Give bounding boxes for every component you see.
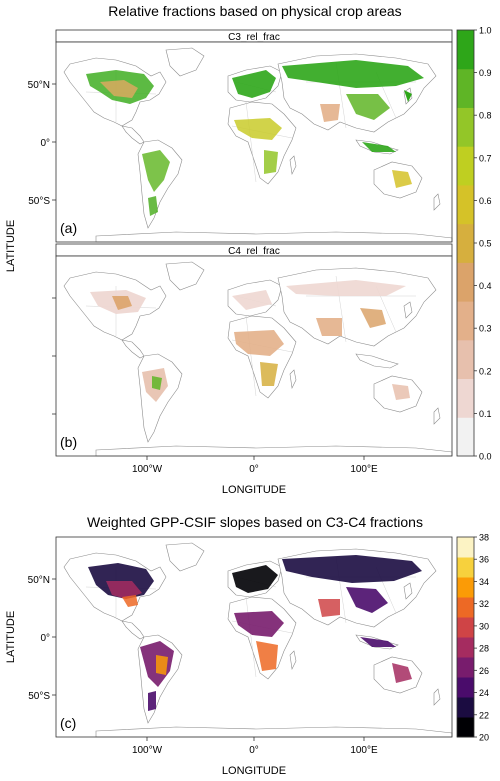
bottom-colorbar-segment bbox=[457, 637, 474, 658]
bottom-colorbar-segment bbox=[457, 697, 474, 718]
top-colorbar-segment bbox=[457, 107, 474, 147]
bottom-colorbar-segments bbox=[457, 537, 474, 738]
top-colorbar-segment bbox=[457, 184, 474, 225]
top-colorbar-tick-label: 0.6 bbox=[479, 196, 492, 206]
bottom-colorbar-tick-label: 26 bbox=[479, 666, 489, 676]
top-colorbar-tick-label: 0.4 bbox=[479, 281, 492, 291]
bottom-colorbar-segment bbox=[457, 577, 474, 598]
bottom-xlabel: LONGITUDE bbox=[222, 765, 286, 777]
bottom-colorbar-tick-label: 28 bbox=[479, 644, 489, 654]
bottom-colorbar-segment bbox=[457, 557, 474, 578]
bottom-colorbar-tick-label: 22 bbox=[479, 710, 489, 720]
top-colorbar-segment bbox=[457, 378, 474, 418]
top-ylabel: LATITUDE bbox=[5, 220, 17, 272]
bottom-colorbar-ticks: 20 22 24 26 28 30 32 34 36 38 bbox=[474, 533, 489, 743]
bottom-y-axis: 50°N 0° 50°S LATITUDE bbox=[5, 575, 56, 702]
bottom-lon-tick-100w: 100°W bbox=[132, 745, 163, 756]
bottom-colorbar-tick-label: 38 bbox=[479, 533, 489, 543]
bottom-colorbar-segment bbox=[457, 717, 474, 738]
top-lat-tick-50n: 50°N bbox=[28, 80, 50, 91]
top-colorbar-segment bbox=[457, 339, 474, 380]
bottom-lon-tick-0: 0° bbox=[249, 745, 259, 756]
bottom-colorbar-tick-label: 36 bbox=[479, 555, 489, 565]
top-colorbar-segment bbox=[457, 417, 474, 457]
top-xlabel: LONGITUDE bbox=[222, 484, 286, 496]
top-colorbar-tick-label: 0.2 bbox=[479, 366, 492, 376]
bottom-x-axis: 100°W 0° 100°E LONGITUDE bbox=[132, 737, 378, 777]
panel-c: (c) bbox=[55, 536, 453, 738]
panel-b-crop-pattern bbox=[90, 280, 410, 402]
panel-b-strip-label: C4_rel_frac bbox=[228, 246, 280, 257]
bottom-colorbar-tick-label: 20 bbox=[479, 733, 489, 743]
bottom-lat-tick-0: 0° bbox=[40, 633, 50, 644]
top-colorbar-segment bbox=[457, 146, 474, 186]
bottom-lat-tick-50s: 50°S bbox=[28, 691, 50, 702]
bottom-title: Weighted GPP-CSIF slopes based on C3-C4 … bbox=[87, 514, 423, 530]
panel-b: C4_rel_frac (b) bbox=[55, 243, 453, 457]
bottom-colorbar-segment bbox=[457, 657, 474, 678]
bottom-lon-tick-100e: 100°E bbox=[350, 745, 378, 756]
bottom-colorbar-segment bbox=[457, 677, 474, 698]
panel-b-label: (b) bbox=[60, 434, 77, 450]
bottom-colorbar-tick-label: 32 bbox=[479, 599, 489, 609]
top-colorbar-tick-label: 0.8 bbox=[479, 111, 492, 121]
top-colorbar-segment bbox=[457, 68, 474, 108]
top-y-axis: 50°N 0° 50°S LATITUDE bbox=[5, 80, 56, 415]
top-colorbar-segment bbox=[457, 301, 474, 341]
top-colorbar-segment bbox=[457, 262, 474, 302]
top-x-axis: 100°W 0° 100°E LONGITUDE bbox=[132, 456, 378, 496]
top-colorbar-tick-label: 0.3 bbox=[479, 324, 492, 334]
top-colorbar-ticks: 0.0 0.1 0.2 0.3 0.4 0.5 0.6 0.7 0.8 0.9 1.0 bbox=[474, 26, 492, 462]
bottom-colorbar: 20 22 24 26 28 30 32 34 36 38 bbox=[456, 533, 489, 743]
panel-a-strip-label: C3_rel_frac bbox=[228, 32, 280, 43]
panel-a-crop-pattern bbox=[86, 60, 424, 216]
top-colorbar-tick-label: 0.5 bbox=[479, 239, 492, 249]
bottom-colorbar-tick-label: 24 bbox=[479, 688, 489, 698]
bottom-ylabel: LATITUDE bbox=[5, 611, 17, 663]
bottom-lat-tick-50n: 50°N bbox=[28, 575, 50, 586]
top-colorbar-tick-label: 0.1 bbox=[479, 409, 492, 419]
panel-a: C3_rel_frac (a) bbox=[55, 29, 453, 243]
top-colorbar: 0.0 0.1 0.2 0.3 0.4 0.5 0.6 0.7 0.8 0.9 1.0 bbox=[456, 26, 492, 462]
bottom-colorbar-segment bbox=[457, 597, 474, 618]
top-colorbar-segment bbox=[457, 30, 474, 70]
bottom-colorbar-tick-label: 30 bbox=[479, 621, 489, 631]
top-lat-tick-50s: 50°S bbox=[28, 196, 50, 207]
top-lon-tick-0: 0° bbox=[249, 464, 259, 475]
bottom-colorbar-frame bbox=[456, 536, 475, 738]
top-lat-tick-0: 0° bbox=[40, 138, 50, 149]
bottom-colorbar-segment bbox=[457, 537, 474, 558]
top-colorbar-tick-label: 0.0 bbox=[479, 452, 492, 462]
top-lon-tick-100w: 100°W bbox=[132, 464, 163, 475]
top-colorbar-segment bbox=[457, 223, 474, 263]
top-colorbar-tick-label: 1.0 bbox=[479, 26, 492, 36]
panel-a-label: (a) bbox=[60, 220, 77, 236]
top-colorbar-segments bbox=[457, 30, 474, 457]
top-colorbar-tick-label: 0.7 bbox=[479, 153, 492, 163]
panel-c-slope-pattern bbox=[88, 555, 422, 711]
top-colorbar-tick-label: 0.9 bbox=[479, 68, 492, 78]
top-title: Relative fractions based on physical cro… bbox=[108, 3, 401, 19]
panel-c-label: (c) bbox=[60, 715, 76, 731]
bottom-colorbar-tick-label: 34 bbox=[479, 577, 489, 587]
bottom-colorbar-segment bbox=[457, 617, 474, 638]
top-lon-tick-100e: 100°E bbox=[350, 464, 378, 475]
